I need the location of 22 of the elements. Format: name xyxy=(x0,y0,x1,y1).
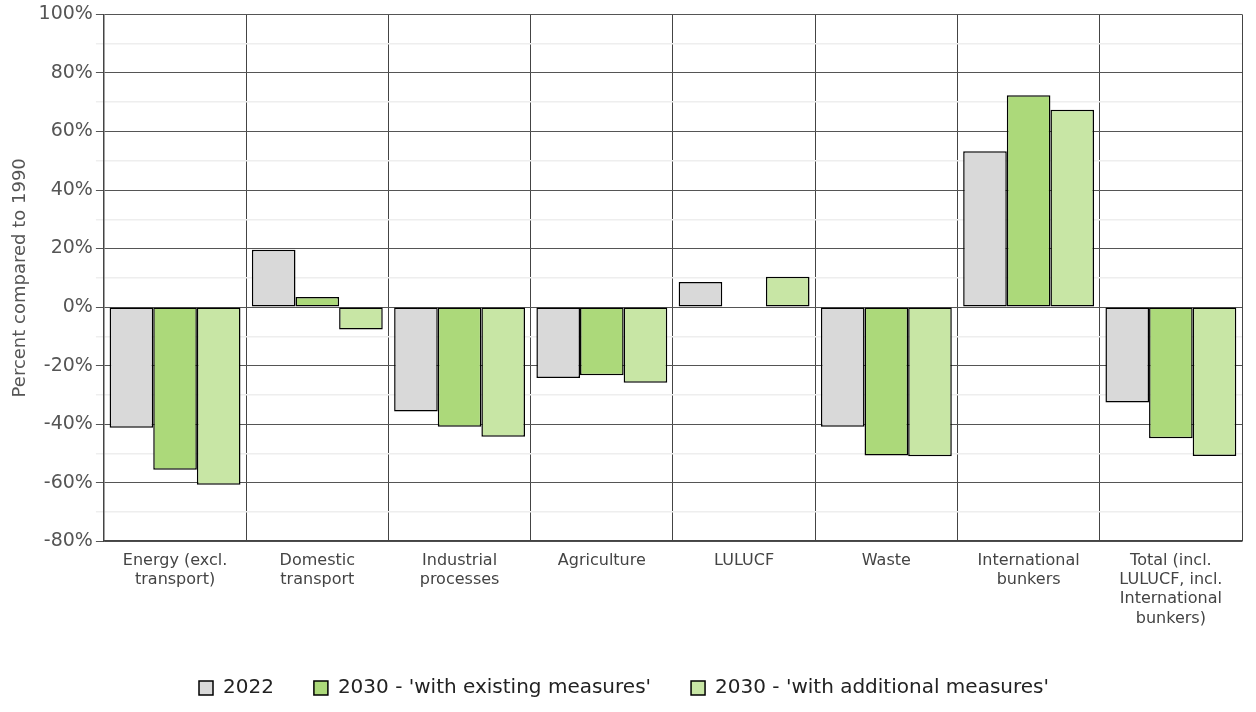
x-tick-label: Energy (excl. transport) xyxy=(122,549,228,589)
x-tick-label: Total (incl. LULUCF, incl. International bunkers) xyxy=(1119,549,1223,627)
x-tick-label: Waste xyxy=(861,549,911,569)
y-tick-label: 80% xyxy=(50,59,93,82)
y-tick-label: -40% xyxy=(43,411,93,434)
legend-label: 2022 xyxy=(223,674,274,699)
y-tick-label: 60% xyxy=(50,118,93,141)
y-axis-title: Percent compared to 1990 xyxy=(8,158,30,398)
y-tick-label: 40% xyxy=(50,176,93,199)
legend-label: 2030 - 'with additional measures' xyxy=(715,674,1050,699)
y-tick-label: -20% xyxy=(43,352,93,375)
x-tick-label: Domestic transport xyxy=(279,549,355,589)
y-tick-label: 100% xyxy=(38,1,93,24)
x-tick-label: LULUCF xyxy=(714,549,775,569)
y-tick-label: -80% xyxy=(43,528,93,551)
x-tick-label: Agriculture xyxy=(557,549,646,569)
y-tick-label: 20% xyxy=(50,235,93,258)
x-tick-label: International bunkers xyxy=(977,549,1080,589)
x-tick-label: Industrial processes xyxy=(419,549,500,589)
y-tick-label: 0% xyxy=(62,294,93,316)
y-tick-label: -60% xyxy=(43,469,93,492)
legend-label: 2030 - 'with existing measures' xyxy=(337,674,652,699)
